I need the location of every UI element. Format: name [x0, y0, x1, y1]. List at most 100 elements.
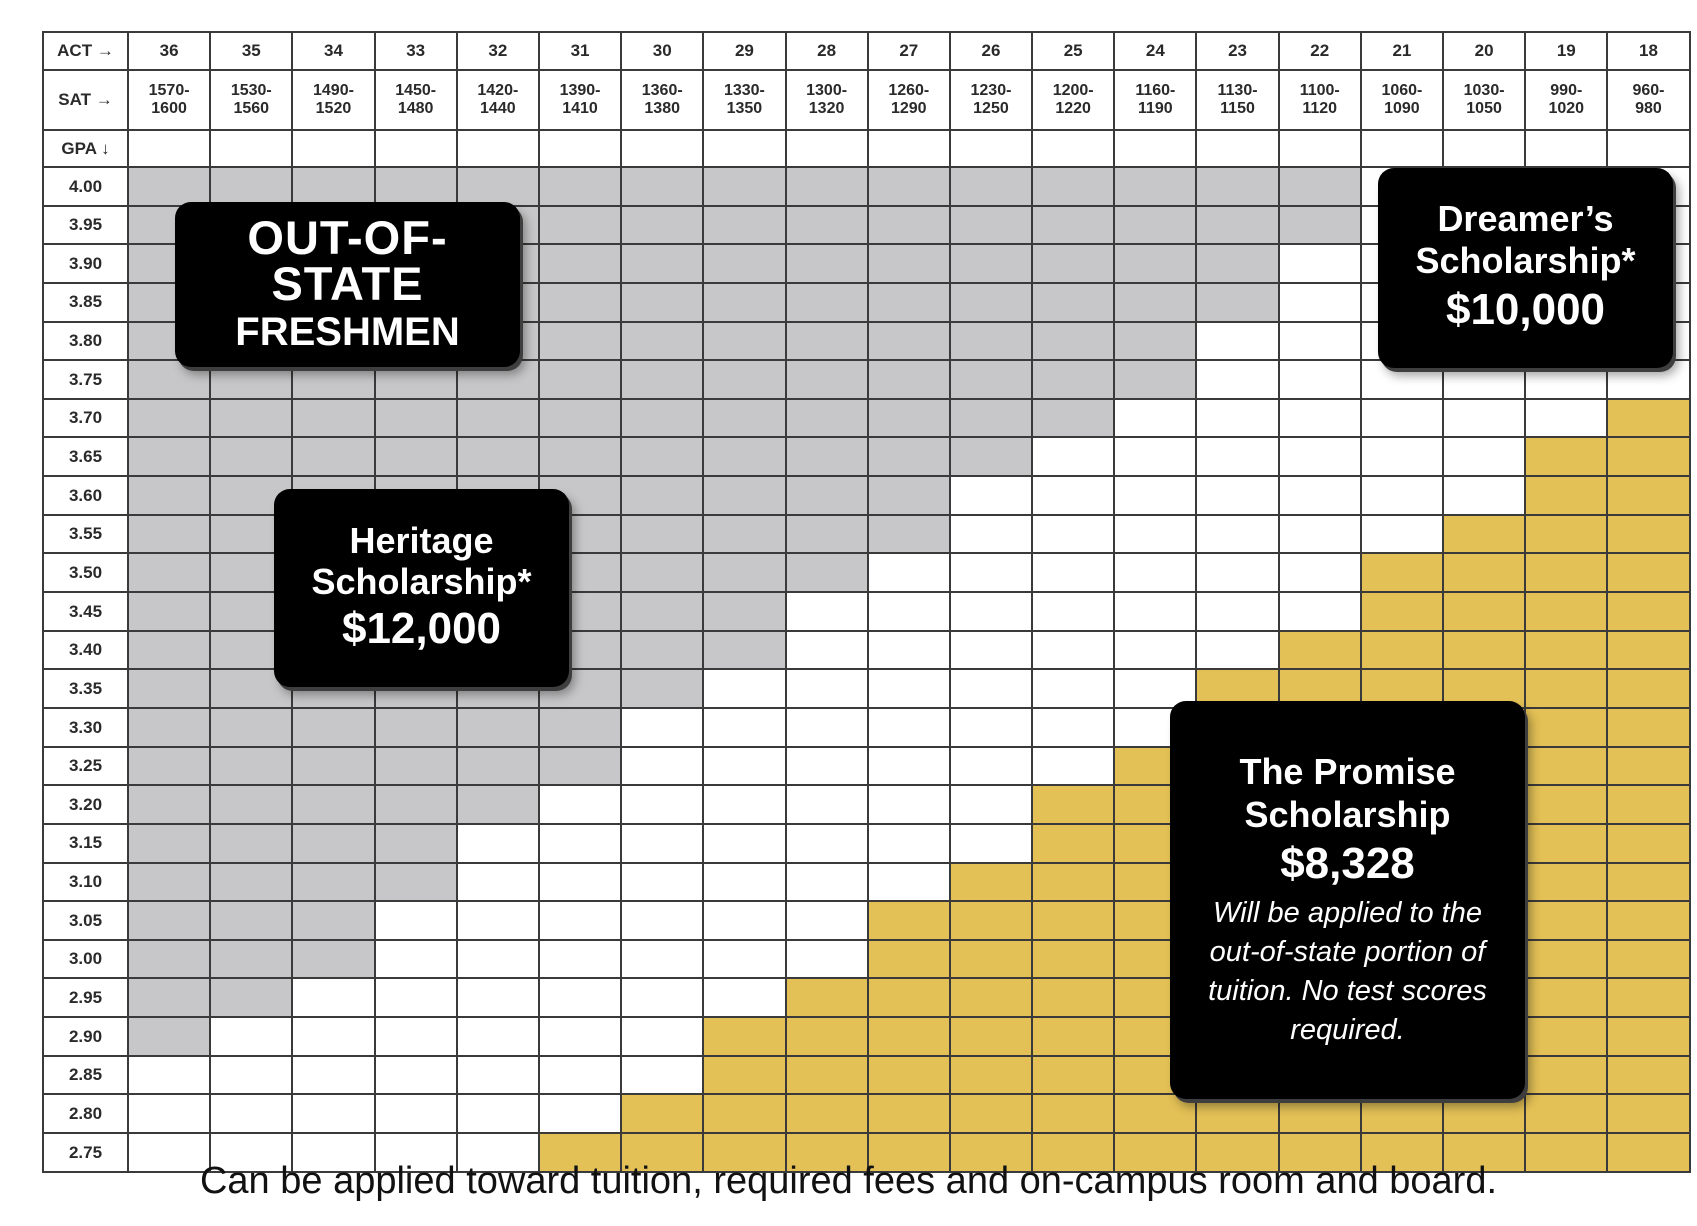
act-row-label: ACT → [44, 33, 127, 69]
sat-tick: 1570- 1600 [129, 71, 210, 129]
header-blank-cell [457, 131, 538, 166]
gpa-tick-2.95: 2.95 [44, 979, 127, 1017]
grid-cell-heritage [375, 438, 456, 476]
grid-cell-dreamer [1033, 631, 1114, 669]
act-tick-26: 26 [950, 33, 1032, 69]
grid-cell-promise [1526, 1134, 1607, 1171]
grid-cell-heritage [622, 168, 703, 205]
grid-cell-dreamer [539, 1056, 621, 1094]
grid-cell-heritage [786, 168, 867, 205]
grid-cell-heritage [539, 245, 621, 282]
grid-cell-dreamer [1033, 477, 1114, 514]
grid-cell-dreamer [1279, 554, 1360, 592]
grid-cell-heritage [1115, 361, 1196, 398]
grid-cell-promise [950, 1056, 1032, 1094]
grid-cell-dreamer [786, 708, 867, 746]
grid-cell-heritage [704, 283, 785, 321]
grid-cell-heritage [868, 206, 949, 244]
grid-cell-dreamer [539, 902, 621, 939]
grid-cell-dreamer [786, 593, 867, 630]
grid-cell-dreamer [1033, 708, 1114, 746]
grid-cell-heritage [868, 322, 949, 360]
grid-cell-heritage [704, 554, 785, 592]
grid-cell-dreamer [786, 902, 867, 939]
grid-cell-heritage [539, 438, 621, 476]
gpa-tick-3.80: 3.80 [44, 322, 127, 360]
gpa-tick-3.15: 3.15 [44, 824, 127, 862]
act-tick-32: 32 [457, 33, 538, 69]
grid-cell-dreamer [1361, 438, 1442, 476]
grid-cell-dreamer [1197, 361, 1278, 398]
grid-cell-dreamer [293, 1095, 374, 1133]
grid-cell-promise [950, 1095, 1032, 1133]
gpa-tick-3.05: 3.05 [44, 902, 127, 939]
sat-tick: 990- 1020 [1526, 71, 1607, 129]
grid-cell-heritage [1279, 168, 1360, 205]
grid-cell-promise [1361, 1134, 1442, 1171]
grid-cell-dreamer [211, 1134, 292, 1171]
grid-cell-heritage [704, 438, 785, 476]
grid-cell-promise [1197, 670, 1278, 707]
grid-cell-promise [1361, 593, 1442, 630]
grid-cell-heritage [868, 168, 949, 205]
grid-cell-heritage [868, 399, 949, 437]
grid-cell-dreamer [868, 631, 949, 669]
grid-cell-promise [1608, 631, 1689, 669]
grid-cell-heritage [539, 361, 621, 398]
grid-cell-dreamer [704, 979, 785, 1017]
grid-cell-heritage [293, 902, 374, 939]
grid-cell-promise [786, 1134, 867, 1171]
grid-cell-promise [1526, 670, 1607, 707]
grid-cell-promise [1608, 670, 1689, 707]
grid-cell-promise [868, 1056, 949, 1094]
grid-cell-heritage [211, 747, 292, 785]
grid-cell-heritage [868, 477, 949, 514]
header-blank-cell [129, 131, 210, 166]
grid-cell-dreamer [1197, 438, 1278, 476]
grid-cell-heritage [211, 902, 292, 939]
grid-cell-promise [1115, 1095, 1196, 1133]
grid-cell-dreamer [1197, 477, 1278, 514]
grid-cell-heritage [293, 361, 374, 398]
grid-cell-heritage [375, 399, 456, 437]
grid-cell-dreamer [1197, 515, 1278, 553]
grid-cell-dreamer [868, 554, 949, 592]
gpa-tick-4.00: 4.00 [44, 168, 127, 205]
act-tick-29: 29 [704, 33, 785, 69]
grid-cell-dreamer [1197, 593, 1278, 630]
grid-cell-dreamer [950, 593, 1032, 630]
grid-cell-heritage [868, 283, 949, 321]
grid-cell-dreamer [622, 708, 703, 746]
dreamer-line1: Dreamer’s [1437, 198, 1614, 239]
grid-cell-heritage [293, 708, 374, 746]
grid-cell-heritage [539, 708, 621, 746]
grid-cell-heritage [1279, 206, 1360, 244]
grid-cell-heritage [622, 399, 703, 437]
grid-cell-heritage [375, 786, 456, 823]
grid-cell-promise [1608, 708, 1689, 746]
grid-cell-promise [786, 1018, 867, 1055]
grid-cell-dreamer [375, 1056, 456, 1094]
grid-cell-heritage [293, 438, 374, 476]
grid-cell-heritage [786, 361, 867, 398]
grid-cell-dreamer [1279, 438, 1360, 476]
grid-cell-heritage [950, 245, 1032, 282]
grid-cell-heritage [786, 515, 867, 553]
grid-cell-dreamer [1115, 631, 1196, 669]
gpa-tick-3.50: 3.50 [44, 554, 127, 592]
grid-cell-heritage [129, 747, 210, 785]
grid-cell-promise [786, 1056, 867, 1094]
grid-cell-heritage [786, 283, 867, 321]
sat-tick: 1300- 1320 [786, 71, 867, 129]
grid-cell-promise [1033, 979, 1114, 1017]
grid-cell-heritage [704, 206, 785, 244]
grid-cell-promise [1608, 979, 1689, 1017]
gpa-tick-3.75: 3.75 [44, 361, 127, 398]
grid-cell-dreamer [622, 747, 703, 785]
grid-cell-promise [1608, 863, 1689, 901]
grid-cell-dreamer [1115, 399, 1196, 437]
grid-cell-heritage [950, 206, 1032, 244]
grid-cell-dreamer [868, 863, 949, 901]
grid-cell-heritage [457, 168, 538, 205]
header-blank-cell [622, 131, 703, 166]
